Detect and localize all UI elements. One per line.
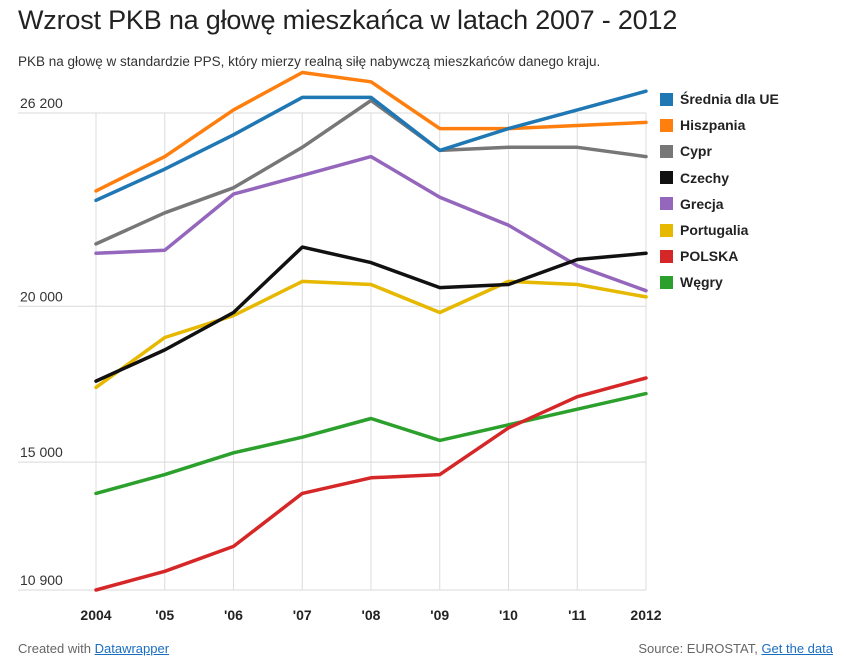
x-tick-label: 2004 (80, 607, 111, 623)
x-tick-label: '10 (499, 607, 518, 623)
source-text: Source: EUROSTAT, (638, 641, 758, 656)
legend-item: Grecja (660, 191, 779, 217)
series-line (94, 70, 648, 193)
x-tick-label: '07 (293, 607, 312, 623)
get-the-data-link[interactable]: Get the data (761, 641, 833, 656)
legend-label: Czechy (680, 169, 730, 186)
legend-label: Cypr (680, 143, 712, 160)
legend-item: Średnia dla UE (660, 86, 779, 112)
series-line (94, 279, 648, 390)
legend-swatch (660, 92, 673, 106)
legend-swatch (660, 118, 673, 132)
series-line (94, 154, 648, 293)
legend-swatch (660, 275, 673, 289)
y-tick-label: 15 000 (20, 444, 63, 460)
legend-item: Czechy (660, 165, 779, 191)
x-axis: 2004 '05 '06 '07 '08 '09 '10 '11 2012 (80, 607, 661, 623)
legend-item: Portugalia (660, 217, 779, 243)
y-tick-label: 20 000 (20, 288, 63, 304)
footer-source: Source: EUROSTAT, Get the data (638, 641, 833, 656)
legend-item: Cypr (660, 138, 779, 164)
x-tick-label: '05 (155, 607, 174, 623)
chart-lines (94, 70, 648, 592)
x-tick-label: '08 (362, 607, 381, 623)
datawrapper-link[interactable]: Datawrapper (94, 641, 170, 656)
y-axis: 10 900 15 000 20 000 26 200 (20, 95, 63, 588)
legend-item: Hiszpania (660, 112, 779, 138)
series-line (94, 245, 648, 383)
chart-legend: Średnia dla UE Hiszpania Cypr Czechy Grecja P… (660, 86, 779, 296)
legend-label: Węgry (680, 274, 723, 291)
series-line (94, 376, 648, 592)
legend-swatch (660, 144, 673, 158)
legend-label: POLSKA (680, 248, 739, 265)
x-tick-label: '09 (430, 607, 449, 623)
x-tick-label: '06 (224, 607, 243, 623)
series-line (94, 89, 648, 203)
y-tick-label: 26 200 (20, 95, 63, 111)
chart-subtitle: PKB na głowę w standardzie PPS, który mi… (18, 54, 601, 69)
series-line (94, 98, 648, 246)
legend-label: Grecja (680, 195, 724, 212)
x-tick-label: '11 (568, 607, 586, 623)
x-tick-label: 2012 (630, 607, 661, 623)
footer-credit: Created with Datawrapper (18, 641, 169, 656)
legend-swatch (660, 197, 673, 211)
legend-label: Hiszpania (680, 117, 746, 134)
created-with-text: Created with (18, 641, 91, 656)
legend-item: Węgry (660, 269, 779, 295)
legend-item: POLSKA (660, 243, 779, 269)
series-line (94, 391, 648, 496)
legend-swatch (660, 249, 673, 263)
legend-label: Średnia dla UE (680, 91, 779, 108)
chart-title: Wzrost PKB na głowę mieszkańca w latach … (18, 5, 678, 35)
legend-swatch (660, 223, 673, 237)
legend-label: Portugalia (680, 222, 749, 239)
legend-swatch (660, 171, 673, 185)
y-tick-label: 10 900 (20, 572, 63, 588)
